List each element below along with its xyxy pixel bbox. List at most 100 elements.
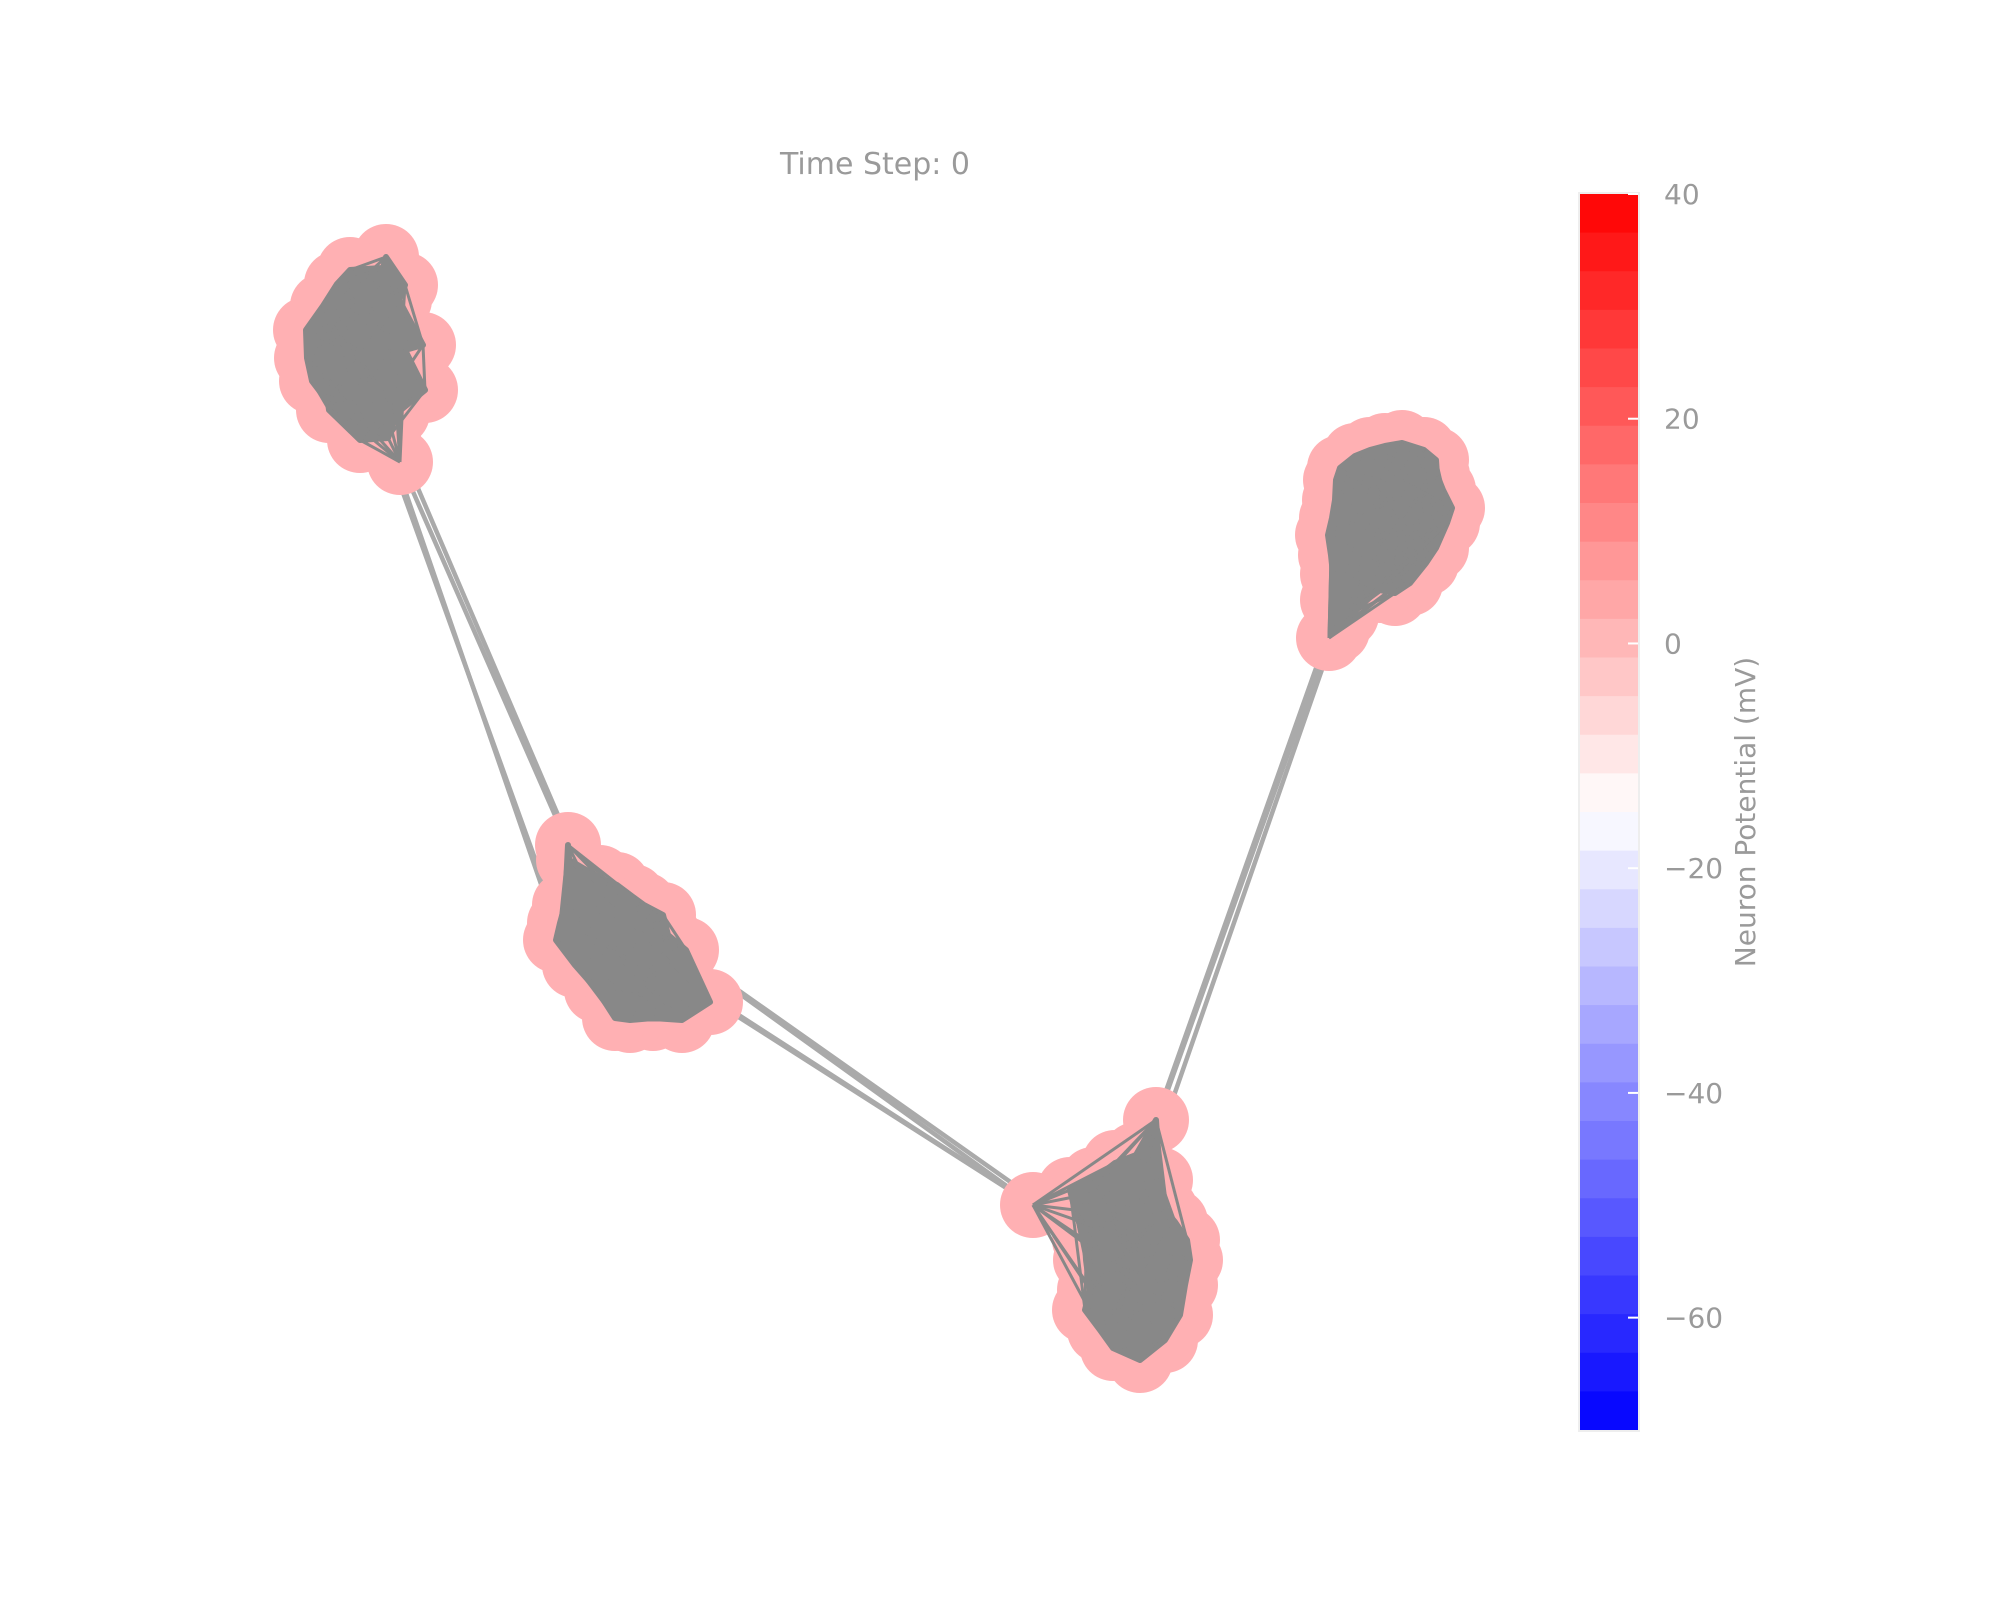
colorbar-segment bbox=[1580, 1236, 1638, 1277]
cluster-middle-left-edge bbox=[661, 914, 688, 951]
cluster-top-right-edge bbox=[1345, 591, 1396, 617]
colorbar-segment bbox=[1580, 348, 1638, 388]
cluster-middle-left-edge bbox=[573, 964, 617, 1019]
cluster-top-left-edge bbox=[327, 400, 401, 464]
cluster-top-left-edge bbox=[421, 344, 427, 391]
cluster-middle-left-edge bbox=[555, 938, 687, 952]
cluster-top-right-edge bbox=[1344, 449, 1372, 616]
cluster-middle-left-edge bbox=[563, 859, 571, 906]
cluster-top-left-edge bbox=[305, 328, 426, 392]
cluster-bottom-edge bbox=[1032, 1203, 1191, 1262]
colorbar-segment bbox=[1580, 1391, 1638, 1431]
colorbar-tick-label: −40 bbox=[1664, 1077, 1723, 1110]
colorbar-segment bbox=[1580, 271, 1638, 311]
bridge-edge bbox=[1142, 637, 1329, 1153]
cluster-bottom-edge bbox=[1098, 1221, 1177, 1331]
cluster-middle-left-edge bbox=[615, 883, 688, 952]
cluster-bottom-edge bbox=[1084, 1178, 1161, 1242]
cluster-top-left-edge bbox=[359, 438, 401, 464]
cluster-middle-left-edge bbox=[574, 963, 683, 1022]
colorbar-segment bbox=[1580, 850, 1638, 890]
colorbar-tick-label: −60 bbox=[1664, 1302, 1723, 1335]
colorbar-segment bbox=[1580, 618, 1638, 659]
cluster-middle-left-edge bbox=[567, 858, 712, 1004]
colorbar-segment bbox=[1580, 1314, 1638, 1354]
cluster-top-right-edge bbox=[1327, 459, 1438, 639]
cluster-bottom-edge bbox=[1031, 1204, 1142, 1361]
cluster-top-right-edge bbox=[1327, 521, 1448, 537]
cluster-middle-left-edge bbox=[595, 988, 632, 1022]
cluster-top-right-edge bbox=[1335, 478, 1448, 525]
cluster-middle-left-edge bbox=[613, 948, 688, 1020]
cluster-top-left-edge bbox=[327, 284, 407, 411]
bridge-edges bbox=[390, 455, 1338, 1213]
colorbar-segment bbox=[1580, 812, 1638, 852]
cluster-top-left-edge bbox=[306, 348, 406, 360]
cluster-top-left-edge bbox=[322, 304, 424, 347]
cluster-top-right-edge bbox=[1327, 479, 1338, 639]
colorbar-segment bbox=[1580, 387, 1638, 427]
cluster-bottom-edge bbox=[1085, 1258, 1186, 1287]
cluster-middle-left-edge bbox=[596, 988, 711, 1004]
cluster-middle-left-edge bbox=[642, 904, 684, 1021]
colorbar-label: Neuron Potential (mV) bbox=[1729, 657, 1762, 967]
cluster-middle-left-edge bbox=[563, 903, 684, 1022]
cluster-top-right-edge bbox=[1333, 444, 1387, 502]
cluster-top-right-edge bbox=[1332, 521, 1448, 602]
cluster-top-left-edge bbox=[336, 282, 406, 287]
colorbar-segment bbox=[1580, 1043, 1638, 1083]
bridge-edge bbox=[1159, 629, 1338, 1133]
cluster-top-right-edge bbox=[1383, 445, 1397, 594]
cluster-middle-left-edge bbox=[554, 904, 567, 941]
colorbar-segment bbox=[1580, 773, 1638, 813]
cluster-middle-left-edge bbox=[595, 884, 619, 991]
bridge-edge bbox=[402, 455, 576, 853]
neuron-nodes bbox=[273, 224, 1485, 1393]
colorbar-segment bbox=[1580, 232, 1638, 272]
colorbar-segment bbox=[1580, 194, 1638, 234]
colorbar: 40 20 0 −20 −40 −60 Neuron Potential (mV) bbox=[1578, 178, 1762, 1432]
cluster-bottom-edge bbox=[1073, 1209, 1167, 1341]
cluster-top-right-edge bbox=[1368, 448, 1449, 525]
cluster-top-left-edge bbox=[348, 269, 402, 463]
colorbar-segment bbox=[1580, 309, 1638, 350]
cluster-top-right-edge bbox=[1327, 521, 1449, 640]
cluster-middle-left-edge bbox=[652, 1000, 711, 1020]
colorbar-segment bbox=[1580, 889, 1638, 929]
cluster-middle-left-edge bbox=[554, 939, 599, 991]
bridge-edge bbox=[390, 462, 563, 931]
cluster-top-left-edge bbox=[328, 408, 389, 440]
colorbar-scale bbox=[1580, 194, 1638, 1431]
colorbar-segment bbox=[1580, 1159, 1638, 1199]
cluster-bottom-edge bbox=[1032, 1203, 1181, 1317]
colorbar-segment bbox=[1580, 541, 1638, 581]
colorbar-segment bbox=[1580, 1275, 1638, 1315]
cluster-top-left-edge bbox=[384, 256, 407, 286]
cluster-bottom-edge bbox=[1031, 1204, 1102, 1331]
cluster-middle-left-edge bbox=[666, 934, 712, 1003]
cluster-middle-left-edge bbox=[613, 904, 646, 1019]
cluster-bottom-edge bbox=[1163, 1209, 1182, 1316]
cluster-top-left-edge bbox=[335, 282, 407, 352]
cluster-bottom-edge bbox=[1154, 1119, 1189, 1241]
cluster-top-right-edge bbox=[1354, 444, 1386, 458]
colorbar-segment bbox=[1580, 734, 1638, 774]
cluster-top-right-edge bbox=[1328, 591, 1396, 640]
cluster-middle-left-edge bbox=[632, 895, 664, 917]
cluster-bottom-edge bbox=[1085, 1220, 1176, 1262]
cluster-bottom-edge bbox=[1111, 1259, 1192, 1349]
cluster-middle-left-edge bbox=[573, 896, 635, 966]
colorbar-segment bbox=[1580, 966, 1638, 1006]
colorbar-tick-label: 40 bbox=[1664, 178, 1700, 211]
colorbar-ticks: 40 20 0 −20 −40 −60 bbox=[1628, 178, 1723, 1335]
colorbar-tick-label: −20 bbox=[1664, 852, 1723, 885]
colorbar-segment bbox=[1580, 1082, 1638, 1122]
cluster-middle-left-edge bbox=[563, 904, 617, 1019]
cluster-top-left-edge bbox=[321, 305, 402, 463]
cluster-edges bbox=[303, 254, 1455, 1363]
cluster-top-right-edge bbox=[1329, 445, 1387, 556]
cluster-top-right-edge bbox=[1327, 442, 1404, 639]
cluster-bottom-edge bbox=[1099, 1328, 1141, 1362]
colorbar-tick-label: 0 bbox=[1664, 627, 1682, 660]
